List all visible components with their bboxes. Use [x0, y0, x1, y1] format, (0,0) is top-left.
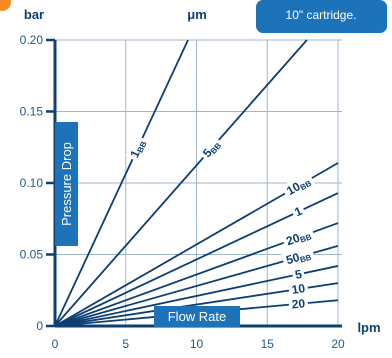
micron-unit-label: μm: [187, 7, 207, 22]
note-text: 10" cartridge.: [286, 8, 357, 22]
series-line-5: [54, 265, 339, 327]
series-label-5: 5: [294, 267, 304, 282]
series-label-backing: [281, 245, 315, 268]
y-tick-label: 0.20: [20, 33, 44, 47]
y-axis-ticks: 0 0.05 0.10 0.15 0.20: [20, 33, 55, 333]
x-tick-label: 20: [331, 337, 345, 351]
x-unit-label: lpm: [357, 320, 380, 335]
y-tick-label: 0.10: [20, 176, 44, 190]
y-unit-label: bar: [24, 7, 44, 22]
y-tick-label: 0.15: [20, 105, 44, 119]
note-background: [256, 0, 387, 33]
series-label-backing: [281, 224, 315, 249]
series-label-20BB: 20BB: [284, 227, 313, 250]
series-label-backing: [280, 171, 315, 199]
x-tick-label: 15: [261, 337, 275, 351]
x-tick-label: 0: [52, 337, 59, 351]
series-label-10: 10: [291, 281, 307, 297]
series-line-1BB: [54, 39, 189, 327]
series-label-backing: [287, 279, 309, 297]
series-label-backing: [289, 201, 307, 220]
series-label-backing: [197, 134, 224, 162]
note-box: 10" cartridge.: [256, 0, 387, 33]
x-axis-ticks: 0 5 10 15 20: [52, 337, 345, 351]
y-axis-title: Pressure Drop: [59, 142, 74, 226]
y-axis-title-badge: Pressure Drop: [55, 122, 78, 246]
x-axis-title-badge: Flow Rate: [154, 306, 240, 327]
series-label-backing: [291, 265, 306, 282]
grid: [55, 39, 342, 326]
y-tick-label: 0: [36, 319, 43, 333]
series-line-1: [54, 192, 339, 327]
series-label-20: 20: [291, 296, 306, 311]
y-axis-title-background: [55, 122, 78, 246]
x-axis-title-background: [154, 306, 240, 327]
corner-mark: [0, 0, 11, 11]
series-label-backing: [288, 295, 309, 311]
x-axis-title: Flow Rate: [168, 309, 227, 324]
series-label-backing: [125, 134, 148, 162]
y-tick-label: 0.05: [20, 248, 44, 262]
x-tick-label: 10: [190, 337, 204, 351]
series-label-50BB: 50BB: [284, 247, 312, 268]
series-line-5BB: [54, 39, 308, 327]
x-tick-label: 5: [122, 337, 129, 351]
